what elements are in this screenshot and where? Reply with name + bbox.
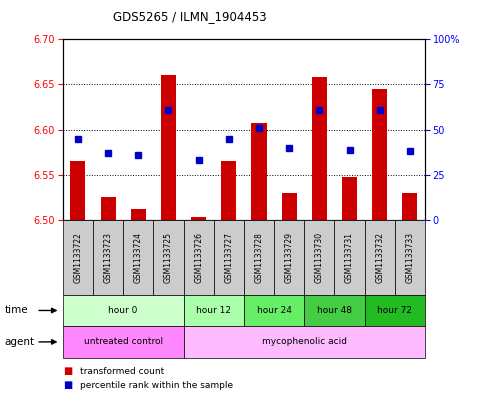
Bar (221, 161, 236, 220)
Bar (154, 220, 184, 295)
Bar (184, 220, 213, 295)
Bar (342, 177, 357, 220)
Bar (71, 161, 85, 220)
Bar (63, 295, 184, 326)
Text: agent: agent (5, 337, 35, 347)
Text: GSM1133725: GSM1133725 (164, 232, 173, 283)
Text: GSM1133723: GSM1133723 (103, 232, 113, 283)
Text: hour 24: hour 24 (256, 306, 292, 315)
Text: mycophenolic acid: mycophenolic acid (262, 338, 347, 346)
Bar (184, 295, 244, 326)
Text: hour 48: hour 48 (317, 306, 352, 315)
Text: GSM1133732: GSM1133732 (375, 232, 384, 283)
Bar (365, 220, 395, 295)
Bar (395, 220, 425, 295)
Bar (213, 220, 244, 295)
Bar (93, 220, 123, 295)
Text: GSM1133722: GSM1133722 (73, 232, 83, 283)
Bar (244, 220, 274, 295)
Bar (100, 197, 115, 220)
Bar (184, 326, 425, 358)
Bar (191, 217, 206, 220)
Bar (123, 220, 154, 295)
Bar (274, 220, 304, 295)
Bar (244, 295, 304, 326)
Text: GSM1133728: GSM1133728 (255, 232, 264, 283)
Text: hour 72: hour 72 (377, 306, 412, 315)
Text: untreated control: untreated control (84, 338, 163, 346)
Bar (131, 209, 146, 220)
Text: GSM1133733: GSM1133733 (405, 232, 414, 283)
Text: ■: ■ (63, 380, 72, 390)
Text: GSM1133727: GSM1133727 (224, 232, 233, 283)
Text: percentile rank within the sample: percentile rank within the sample (80, 381, 233, 389)
Bar (312, 77, 327, 220)
Text: GSM1133726: GSM1133726 (194, 232, 203, 283)
Text: GSM1133724: GSM1133724 (134, 232, 143, 283)
Bar (402, 193, 417, 220)
Text: transformed count: transformed count (80, 367, 164, 376)
Bar (372, 89, 387, 220)
Bar (365, 295, 425, 326)
Bar (282, 193, 297, 220)
Text: GDS5265 / ILMN_1904453: GDS5265 / ILMN_1904453 (113, 10, 267, 23)
Bar (304, 295, 365, 326)
Text: GSM1133730: GSM1133730 (315, 232, 324, 283)
Text: hour 0: hour 0 (109, 306, 138, 315)
Bar (63, 326, 184, 358)
Bar (63, 220, 93, 295)
Text: ■: ■ (63, 366, 72, 376)
Text: time: time (5, 305, 28, 316)
Bar (161, 75, 176, 220)
Bar (334, 220, 365, 295)
Text: hour 12: hour 12 (196, 306, 231, 315)
Text: GSM1133731: GSM1133731 (345, 232, 354, 283)
Text: GSM1133729: GSM1133729 (284, 232, 294, 283)
Bar (252, 123, 267, 220)
Bar (304, 220, 334, 295)
